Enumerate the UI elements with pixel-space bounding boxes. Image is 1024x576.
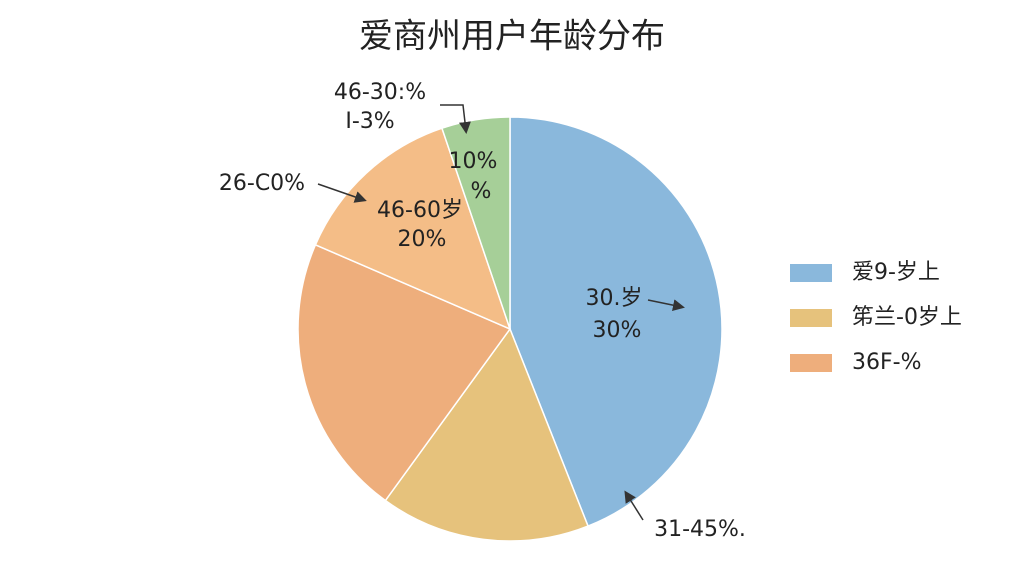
annotation: 10% bbox=[449, 149, 498, 174]
legend-swatch bbox=[790, 354, 832, 372]
annotation: % bbox=[471, 179, 492, 204]
annotation: 20% bbox=[398, 227, 447, 252]
pie-slice bbox=[441, 116, 511, 330]
chart-title: 爱商州用户年龄分布 bbox=[359, 17, 665, 57]
arrow bbox=[624, 490, 644, 521]
annotation: 30% bbox=[593, 318, 642, 343]
pie-slice bbox=[314, 127, 512, 331]
pie bbox=[297, 116, 723, 542]
legend-label: 爱9-岁上 bbox=[852, 260, 940, 285]
annotation: 26-C0% bbox=[219, 171, 305, 196]
annotation: 46-30:% bbox=[334, 80, 426, 105]
legend-label: 36F-% bbox=[852, 350, 922, 375]
pie-slice bbox=[384, 327, 590, 542]
annotation: 46-60岁 bbox=[377, 198, 463, 223]
arrows bbox=[317, 104, 685, 521]
pie-slice bbox=[297, 243, 512, 502]
arrow bbox=[647, 299, 685, 312]
legend-label: 笫兰-0岁上 bbox=[852, 305, 962, 330]
annotation: 31-45%. bbox=[654, 517, 746, 542]
annotation: 30.岁 bbox=[586, 286, 643, 311]
arrow bbox=[317, 183, 367, 203]
annotation: I-3% bbox=[345, 109, 394, 134]
legend-swatch bbox=[790, 309, 832, 327]
pie-slice bbox=[509, 116, 723, 528]
arrow bbox=[440, 104, 471, 134]
legend-swatch bbox=[790, 264, 832, 282]
